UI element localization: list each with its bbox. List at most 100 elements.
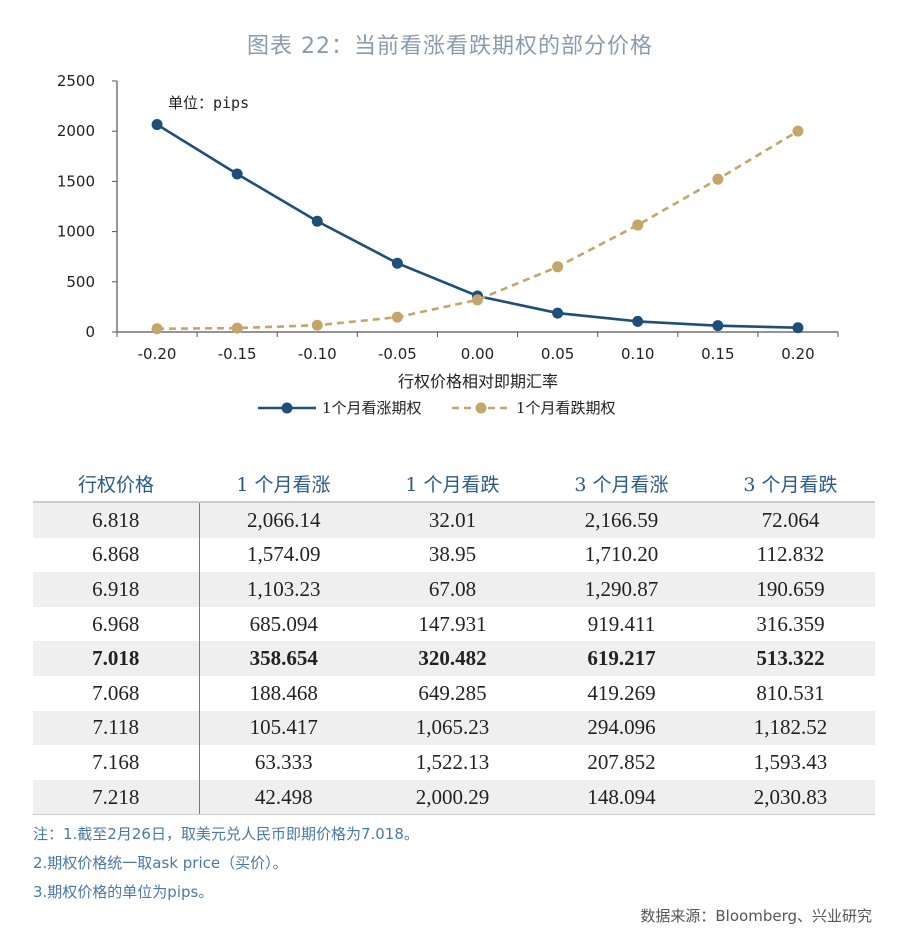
table-row: 6.818 2,066.14 32.01 2,166.59 72.064 xyxy=(33,502,875,538)
table-row: 7.168 63.333 1,522.13 207.852 1,593.43 xyxy=(33,745,875,780)
x-tick-label: 0.10 xyxy=(621,345,654,363)
table-cell: 316.359 xyxy=(756,611,825,636)
table-cell: 38.95 xyxy=(428,542,477,567)
table-cell: 294.096 xyxy=(537,710,706,746)
y-tick-label: 1500 xyxy=(57,172,95,190)
data-point xyxy=(151,323,163,335)
table-cell: 32.01 xyxy=(368,502,537,538)
data-source: 数据来源：Bloomberg、兴业研究 xyxy=(640,907,872,925)
table-cell: 513.322 xyxy=(706,641,875,676)
table-cell: 2,030.83 xyxy=(706,779,875,816)
y-tick-labels: 0 500 1000 1500 2000 2500 xyxy=(57,72,95,341)
data-point xyxy=(712,320,724,332)
table-cell: 685.094 xyxy=(249,611,318,636)
notes: 注：1.截至2月26日，取美元兑人民币即期价格为7.018。 2.期权价格统一取… xyxy=(33,820,419,907)
table-cell: 810.531 xyxy=(756,680,825,705)
option-price-table: 行权价格 1 个月看涨 1 个月看跌 3 个月看涨 3 个月看跌 6.818 2,066.… xyxy=(33,465,875,816)
x-tick-label: 0.00 xyxy=(461,345,494,363)
x-tick-label: -0.05 xyxy=(378,345,417,363)
data-point xyxy=(151,119,163,131)
table-cell: 1,710.20 xyxy=(584,542,659,567)
table-cell: 1,065.23 xyxy=(368,710,537,746)
table-cell: 320.482 xyxy=(368,641,537,676)
x-axis-title: 行权价格相对即期汇率 xyxy=(398,372,558,391)
y-tick-label: 500 xyxy=(66,273,95,291)
table-row: 7.068 188.468 649.285 419.269 810.531 xyxy=(33,675,875,711)
table-cell: 6.918 xyxy=(33,572,200,607)
data-point xyxy=(231,322,243,334)
column-header: 1 个月看跌 xyxy=(368,465,537,503)
legend-label: 1个月看跌期权 xyxy=(516,399,616,417)
series-layer xyxy=(151,119,804,335)
table-cell: 1,574.09 xyxy=(247,542,321,567)
table-cell: 1,290.87 xyxy=(537,572,706,607)
table-cell: 147.931 xyxy=(418,611,487,636)
table-cell: 1,522.13 xyxy=(415,749,490,774)
y-tick-label: 2500 xyxy=(57,72,95,90)
x-tick-label: 0.20 xyxy=(781,345,814,363)
table-cell: 7.118 xyxy=(33,710,200,746)
table-cell: 6.968 xyxy=(33,606,200,642)
table-header-row: 行权价格 1 个月看涨 1 个月看跌 3 个月看涨 3 个月看跌 xyxy=(33,465,875,503)
data-point xyxy=(231,168,243,180)
table-cell: 649.285 xyxy=(418,680,487,705)
table-cell: 419.269 xyxy=(587,680,656,705)
data-point xyxy=(311,215,323,227)
data-point xyxy=(391,311,403,323)
legend: 1个月看涨期权 1个月看跌期权 xyxy=(258,399,616,417)
table-row: 6.968 685.094 147.931 919.411 316.359 xyxy=(33,606,875,642)
data-point xyxy=(712,173,724,185)
y-tick-label: 0 xyxy=(85,323,95,341)
table-cell: 148.094 xyxy=(537,779,706,816)
column-header: 3 个月看跌 xyxy=(706,465,875,503)
column-header: 1 个月看涨 xyxy=(199,465,368,503)
series-1 xyxy=(151,119,804,334)
x-tick-label: -0.10 xyxy=(298,345,337,363)
table-cell: 2,066.14 xyxy=(199,502,368,538)
data-point xyxy=(552,261,564,273)
table-cell: 42.498 xyxy=(199,779,368,816)
table-cell: 919.411 xyxy=(587,611,656,636)
table-cell: 1,182.52 xyxy=(706,710,875,746)
table-row: 6.918 1,103.23 67.08 1,290.87 190.659 xyxy=(33,572,875,607)
table-cell: 112.832 xyxy=(756,542,825,567)
table-row: 7.218 42.498 2,000.29 148.094 2,030.83 xyxy=(33,779,875,816)
table-cell: 1,103.23 xyxy=(199,572,368,607)
table-cell: 1,593.43 xyxy=(753,749,828,774)
chart-title: 图表 22：当前看涨看跌期权的部分价格 xyxy=(247,34,653,59)
data-point xyxy=(472,294,483,306)
table-cell: 2,166.59 xyxy=(537,502,706,538)
x-tick-label: -0.20 xyxy=(138,345,177,363)
table-cell: 72.064 xyxy=(706,502,875,538)
legend-label: 1个月看涨期权 xyxy=(322,399,422,417)
table-cell: 207.852 xyxy=(587,749,656,774)
data-point xyxy=(311,319,323,331)
data-point xyxy=(632,315,644,327)
table-cell: 619.217 xyxy=(537,641,706,676)
table-row: 7.018 358.654 320.482 619.217 513.322 xyxy=(33,641,875,676)
x-tick-label: 0.15 xyxy=(701,345,734,363)
unit-label: 单位：pips xyxy=(168,94,249,112)
table-cell: 105.417 xyxy=(199,710,368,746)
legend-marker xyxy=(475,402,487,414)
table-cell: 7.218 xyxy=(33,779,200,816)
table-cell: 63.333 xyxy=(254,749,313,774)
data-point xyxy=(391,257,403,269)
table-row: 6.868 1,574.09 38.95 1,710.20 112.832 xyxy=(33,537,875,573)
table-cell: 7.018 xyxy=(33,641,200,676)
table-cell: 7.068 xyxy=(33,675,200,711)
data-point xyxy=(792,125,804,137)
note-line: 注：1.截至2月26日，取美元兑人民币即期价格为7.018。 xyxy=(33,825,419,843)
note-line: 2.期权价格统一取ask price（买价）。 xyxy=(33,854,288,872)
y-tick-label: 2000 xyxy=(57,122,95,140)
x-tick-label: -0.15 xyxy=(218,345,257,363)
table-row: 7.118 105.417 1,065.23 294.096 1,182.52 xyxy=(33,710,875,746)
x-tick-labels: -0.20 -0.15 -0.10 -0.05 0.00 0.05 0.10 0.15 0.20 xyxy=(138,345,815,363)
line-chart: 0 500 1000 1500 2000 2500 -0.20 -0.15 -0.10 -0.0… xyxy=(57,72,839,417)
table-cell: 7.168 xyxy=(33,745,200,780)
table-body: 6.818 2,066.14 32.01 2,166.59 72.064 6.868 1,5… xyxy=(33,502,875,816)
table-cell: 190.659 xyxy=(706,572,875,607)
table-cell: 188.468 xyxy=(249,680,318,705)
legend-marker xyxy=(281,402,293,414)
data-point xyxy=(792,322,804,334)
